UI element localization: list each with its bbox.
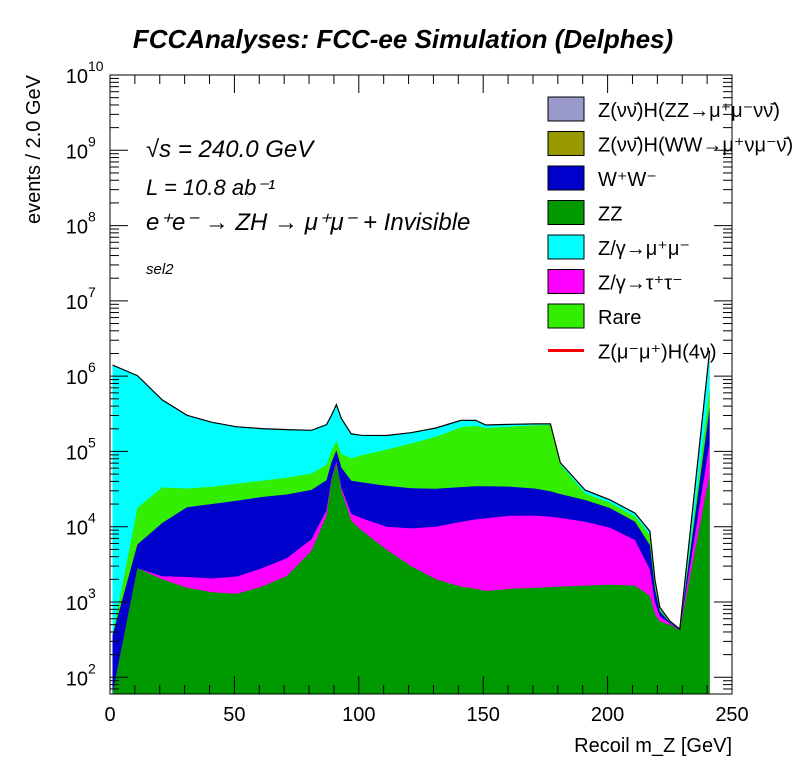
stack-layer (112, 350, 711, 694)
y-tick-exponent: 9 (88, 133, 96, 149)
legend-label: Rare (598, 307, 641, 329)
y-tick-label: 10 (66, 217, 88, 239)
y-tick-label: 10 (66, 442, 88, 464)
legend-swatch (547, 200, 585, 225)
legend-label: Z(νν̄)H(WW→μ⁺νμ⁻ν̄) (598, 135, 793, 157)
chart-title: FCCAnalyses: FCC-ee Simulation (Delphes) (133, 24, 673, 54)
legend-swatch (547, 234, 585, 260)
y-tick-exponent: 4 (88, 510, 96, 526)
legend-swatch (547, 165, 585, 191)
y-tick-exponent: 2 (88, 660, 96, 676)
legend-label: Z(νν̄)H(ZZ→μ⁺μ⁻νν̄) (598, 100, 780, 122)
y-tick-exponent: 5 (88, 434, 96, 450)
x-tick-label: 100 (342, 704, 375, 726)
y-tick-exponent: 6 (88, 359, 96, 375)
annotation-sqrt-s: √s = 240.0 GeV (146, 136, 315, 163)
annotation-process: e⁺e⁻ → ZH → μ⁺μ⁻ + Invisible (146, 209, 470, 236)
legend-label: Z/γ→μ⁺μ⁻ (598, 238, 690, 260)
x-tick-label: 50 (223, 704, 245, 726)
y-tick-label: 10 (66, 292, 88, 314)
plot-frame (109, 74, 733, 695)
legend-label: Z/γ→τ⁺τ⁻ (598, 273, 683, 295)
y-tick-label: 10 (66, 518, 88, 540)
y-tick-label: 10 (66, 141, 88, 163)
x-tick-label: 150 (467, 704, 500, 726)
x-tick-label: 0 (104, 704, 115, 726)
stack-area-1 (112, 463, 710, 694)
y-tick-exponent: 7 (88, 284, 96, 300)
y-tick-exponent: 8 (88, 209, 96, 225)
legend: Z(νν̄)H(ZZ→μ⁺μ⁻νν̄) Z(νν̄)H(WW→μ⁺νμ⁻ν̄) W⁺… (547, 96, 793, 364)
y-axis-title: events / 2.0 GeV (23, 74, 45, 224)
legend-label: ZZ (598, 204, 622, 226)
x-axis-title: Recoil m_Z [GeV] (574, 735, 732, 757)
y-tick-label: 10 (66, 668, 88, 690)
annotations: √s = 240.0 GeV L = 10.8 ab⁻¹ e⁺e⁻ → ZH →… (146, 136, 470, 278)
y-tick-label: 10 (66, 593, 88, 615)
annotation-luminosity: L = 10.8 ab⁻¹ (146, 175, 275, 200)
y-tick-label: 10 (66, 367, 88, 389)
legend-label: Z(μ⁻μ⁺)H(4ν) (598, 342, 717, 364)
x-tick-label: 200 (591, 704, 624, 726)
annotation-selection: sel2 (146, 261, 174, 278)
legend-swatch (547, 303, 585, 329)
y-tick-exponent: 10 (88, 58, 104, 74)
y-tick-label: 10 (66, 66, 88, 88)
legend-swatch (547, 269, 585, 294)
y-tick-exponent: 3 (88, 585, 96, 601)
legend-swatch (547, 96, 585, 122)
legend-swatch (547, 131, 585, 156)
legend-label: W⁺W⁻ (598, 169, 657, 191)
stack-outline (112, 350, 711, 631)
x-tick-label: 250 (715, 704, 748, 726)
